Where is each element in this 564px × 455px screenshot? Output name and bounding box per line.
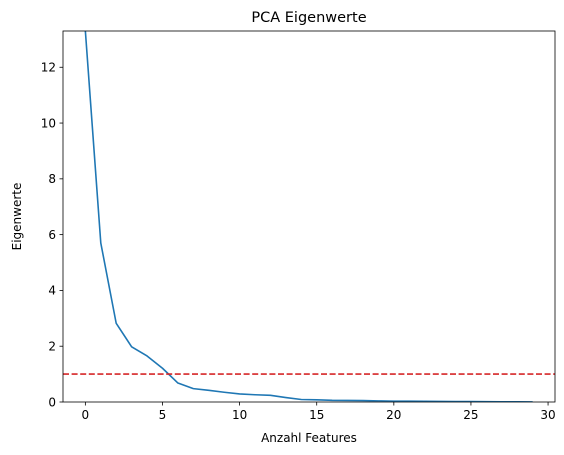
axes-frame: [62, 30, 556, 403]
y-tick-label: 6: [48, 228, 56, 242]
x-tick-label: 20: [386, 408, 401, 422]
x-tick-label: 10: [232, 408, 247, 422]
y-tick-label: 2: [48, 340, 56, 354]
x-tick-label: 0: [82, 408, 90, 422]
x-tick-label: 25: [463, 408, 478, 422]
axis-ticks: 0 5 10 15 20 25 30 0 2 4 6 8 10 12: [41, 61, 556, 422]
y-axis-label: Eigenwerte: [10, 183, 24, 251]
x-axis-label: Anzahl Features: [261, 431, 357, 445]
x-tick-label: 30: [540, 408, 555, 422]
plot-area: [63, 31, 555, 402]
y-tick-label: 8: [48, 172, 56, 186]
chart-title: PCA Eigenwerte: [251, 10, 366, 26]
eigenvalue-series-line: [84, 31, 533, 402]
y-tick-label: 4: [48, 284, 56, 298]
y-tick-label: 10: [41, 116, 56, 130]
x-tick-label: 15: [309, 408, 324, 422]
x-tick-label: 5: [159, 408, 167, 422]
y-tick-label: 12: [41, 61, 56, 75]
y-tick-label: 0: [48, 395, 56, 409]
